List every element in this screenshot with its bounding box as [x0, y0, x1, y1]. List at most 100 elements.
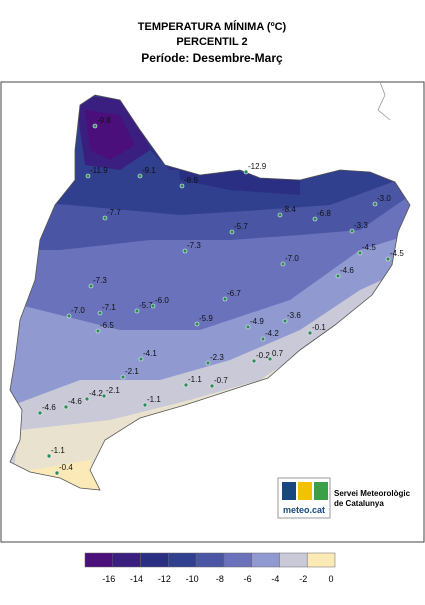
station-dot: [385, 256, 391, 262]
logo: meteo.cat Servei Meteorològic de Catalun…: [277, 477, 411, 519]
legend-swatch: [84, 552, 114, 568]
station-label: -3.0: [377, 194, 391, 203]
station-label: -0.2: [256, 351, 270, 360]
logo-text: de Catalunya: [334, 499, 384, 508]
legend-tick-label: -14: [130, 574, 143, 584]
station-label: -0.4: [59, 463, 73, 472]
station-label: -12.9: [248, 162, 267, 171]
station-dot: [101, 393, 107, 399]
station-label: -9.1: [142, 166, 156, 175]
station-label: -6.5: [100, 321, 114, 330]
station-dot: [260, 336, 266, 342]
station-dot: [222, 296, 228, 302]
station-dot: [194, 321, 200, 327]
logo-tile: [314, 482, 328, 500]
station-label: -7.3: [93, 276, 107, 285]
station-label: -7.1: [102, 303, 116, 312]
station-dot: [102, 215, 108, 221]
legend-swatch: [168, 552, 197, 568]
station-dot: [95, 328, 101, 334]
station-dot: [307, 330, 313, 336]
station-label: -7.0: [285, 254, 299, 263]
legend-tick-label: -8: [216, 574, 224, 584]
station-dot: [66, 313, 72, 319]
station-label: -11.9: [90, 166, 108, 175]
station-dot: [142, 402, 148, 408]
border: [377, 81, 391, 121]
station-dot: [312, 216, 318, 222]
logo-text: Servei Meteorològic: [334, 489, 411, 498]
station-dot: [243, 169, 249, 175]
station-dot: [280, 261, 286, 267]
station-label: -5.7: [139, 301, 153, 310]
station-dot: [84, 396, 90, 402]
legend-tick-label: -16: [102, 574, 115, 584]
station-dot: [251, 358, 257, 364]
station-label: -4.6: [42, 403, 56, 412]
station-dot: [277, 212, 283, 218]
station-label: -5.9: [199, 314, 213, 323]
station-label: -1.1: [188, 375, 202, 384]
logo-tile: [282, 482, 296, 500]
station-label: -5.7: [234, 222, 248, 231]
legend-tick-label: -4: [271, 574, 279, 584]
legend-swatch: [140, 552, 169, 568]
station-label: -4.5: [362, 243, 376, 252]
station-dot: [372, 201, 378, 207]
station-label: -1.1: [147, 395, 161, 404]
legend-tick-label: -12: [158, 574, 171, 584]
station-label: -4.2: [89, 389, 103, 398]
legend-swatch: [279, 552, 308, 568]
station-label: -7.7: [107, 208, 121, 217]
station-label: -4.5: [390, 249, 404, 258]
station-label: -8.9: [184, 176, 198, 185]
station-label: -2.1: [125, 367, 139, 376]
station-label: -9.8: [97, 116, 111, 125]
station-dot: [97, 310, 103, 316]
legend-swatch: [251, 552, 280, 568]
legend-swatch: [195, 552, 225, 568]
stations: -9.8 -11.9 -9.1 -8.9 -12.9 -7.7 -8.4 -6.8 -3.0 -3…: [37, 116, 404, 476]
station-dot: [54, 470, 60, 476]
subtitle: PERCENTIL 2: [176, 36, 247, 48]
station-label: -4.6: [68, 397, 82, 406]
station-label: -0.7: [214, 376, 228, 385]
station-dot: [46, 453, 52, 459]
station-label: -6.0: [155, 296, 169, 305]
station-label: -1.1: [51, 446, 65, 455]
station-dot: [229, 229, 235, 235]
station-label: -6.7: [227, 289, 241, 298]
coast-border: [9, 94, 411, 491]
station-label: -4.6: [340, 266, 354, 275]
station-dot: [137, 173, 143, 179]
title: TEMPERATURA MÍNIMA (ºC): [138, 20, 287, 33]
station-dot: [205, 360, 211, 366]
station-dot: [134, 308, 140, 314]
station-label: -2.3: [210, 353, 224, 362]
station-label: -8.4: [282, 205, 296, 214]
period: Període: Desembre-Març: [141, 51, 283, 65]
station-label: -2.1: [106, 386, 120, 395]
station-dot: [138, 356, 144, 362]
legend-tick-label: -6: [244, 574, 252, 584]
station-label: -4.2: [265, 329, 279, 338]
station-dot: [209, 383, 215, 389]
station-label: -6.8: [317, 209, 331, 218]
station-label: -0.1: [312, 323, 326, 332]
color-legend: -16 -14 -12 -10 -8 -6 -4 -2 0: [84, 552, 336, 584]
station-dot: [357, 250, 363, 256]
station-label: -7.0: [71, 306, 85, 315]
station-dot: [349, 228, 355, 234]
station-dot: [267, 356, 273, 362]
station-dot: [85, 173, 91, 179]
station-dot: [120, 374, 126, 380]
station-dot: [150, 303, 156, 309]
legend-swatch: [223, 552, 252, 568]
station-label: -3.6: [287, 311, 301, 320]
legend-swatch: [306, 552, 336, 568]
station-dot: [92, 123, 98, 129]
station-dot: [179, 183, 185, 189]
station-dot: [245, 324, 251, 330]
station-label: -4.9: [250, 317, 264, 326]
